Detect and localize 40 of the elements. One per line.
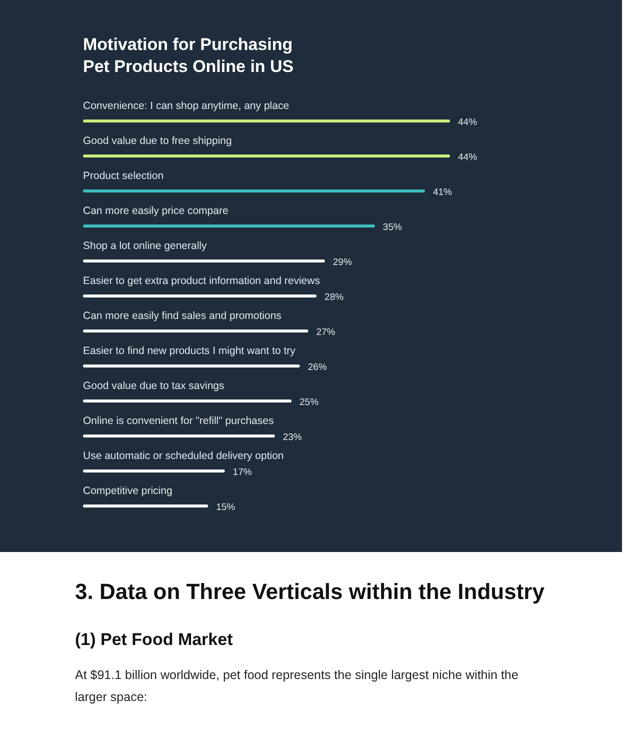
y-tick-label: Easier to get extra product information and reviews [83,275,320,287]
data-label: 15% [216,502,236,513]
chart-title: Motivation for Purchasing Pet Products Online in US [83,35,294,76]
data-label: 26% [308,362,328,373]
text: 3. Data on Three Verticals within the Industry [75,579,544,605]
data-label: 29% [332,257,352,268]
data-label: 28% [324,292,344,303]
data-label: 25% [300,397,320,408]
y-tick-label: Good value due to tax savings [83,380,224,392]
y-tick-label: Shop a lot online generally [83,240,208,252]
y-tick-label: Use automatic or scheduled delivery option [83,450,284,462]
data-label: 17% [232,467,252,478]
data-label: 23% [282,432,302,443]
text: At $91.1 billion worldwide, pet food represents the single largest niche within the larger space: [75,667,520,706]
bar [83,224,375,228]
bar [83,434,275,438]
y-tick-label: Convenience: I can shop anytime, any place [83,100,290,112]
bar [83,120,450,122]
bar [83,190,425,192]
y-tick-label: Product selection [83,170,164,182]
data-label: 41% [432,187,453,198]
bar [83,154,450,158]
bar [83,470,225,472]
data-label: 44% [458,117,478,128]
y-tick-label: Online is convenient for "refill" purchases [83,415,274,427]
text: (1) Pet Food Market [75,629,233,651]
bar [83,294,317,298]
bar [83,364,300,368]
y-tick-label: Easier to find new products I might want to try [83,345,296,357]
bar [83,400,292,402]
y-tick-label: Can more easily find sales and promotions [83,310,282,322]
bar [83,330,308,332]
data-label: 35% [382,222,402,233]
data-label: 27% [316,327,336,338]
y-tick-label: Can more easily price compare [83,205,228,217]
data-label: 44% [458,152,478,163]
y-tick-label: Competitive pricing [83,485,172,497]
bar [83,504,208,508]
bar [83,260,325,262]
y-tick-label: Good value due to free shipping [83,135,232,147]
